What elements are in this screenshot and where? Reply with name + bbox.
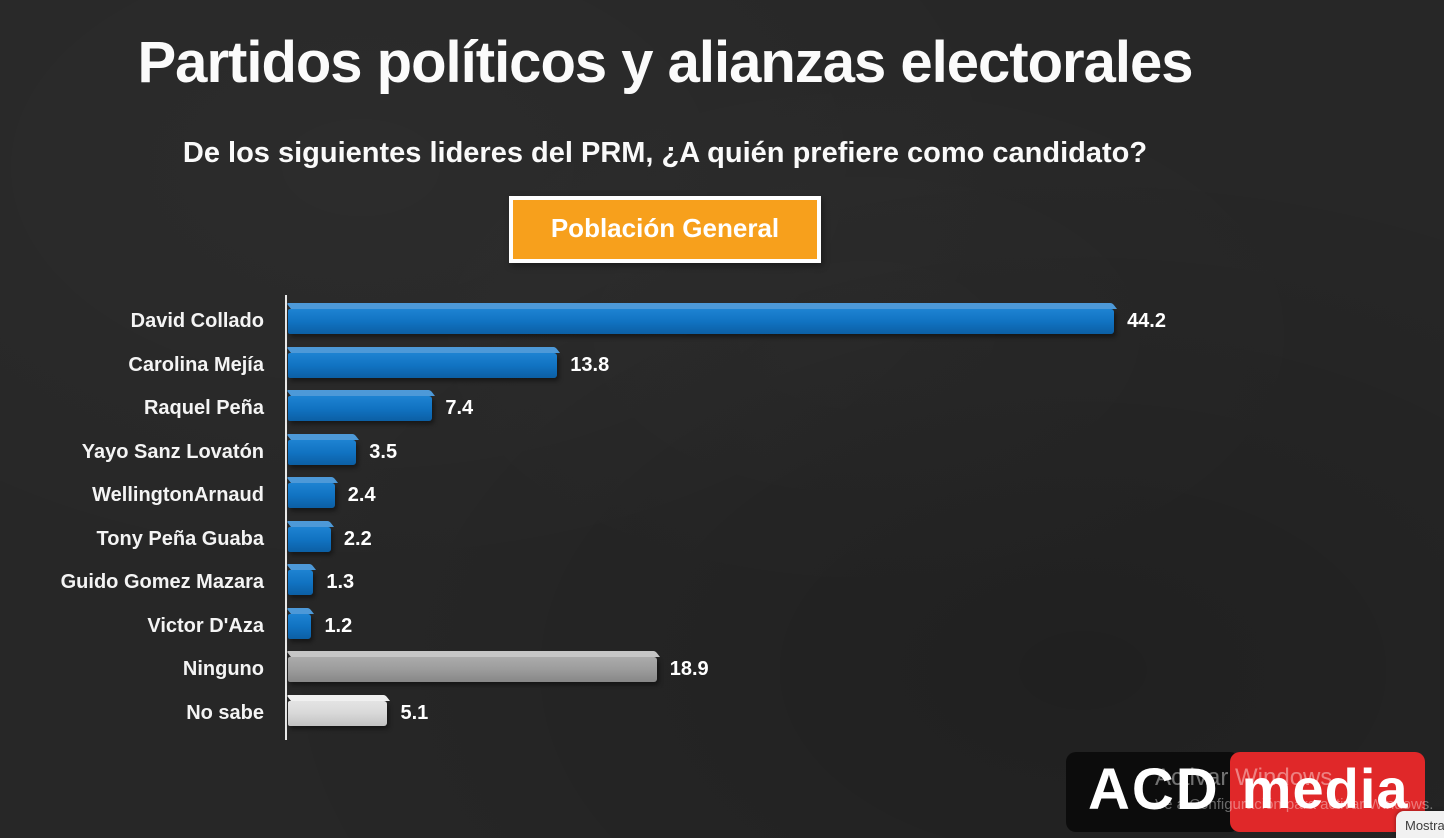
acd-media-logo: ACD media bbox=[1066, 752, 1425, 832]
page-title: Partidos políticos y alianzas electorale… bbox=[137, 30, 1194, 95]
poblacion-general-button[interactable]: Población General bbox=[508, 195, 822, 263]
bar bbox=[288, 570, 314, 596]
chart-row: No sabe 5.1 bbox=[31, 692, 1231, 736]
bar bbox=[288, 613, 312, 639]
logo-acd-block: ACD bbox=[1066, 752, 1240, 832]
bar bbox=[288, 439, 357, 465]
chart-row: WellingtonArnaud 2.4 bbox=[31, 474, 1231, 518]
chart-row: Victor D'Aza 1.2 bbox=[31, 605, 1231, 649]
bar bbox=[288, 700, 388, 726]
value-label: 7.4 bbox=[445, 397, 474, 420]
show-desktop-tooltip: Mostra bbox=[1396, 811, 1444, 838]
value-label: 2.2 bbox=[343, 527, 372, 550]
bar-track: 13.8 bbox=[288, 344, 1166, 388]
chart-row: Carolina Mejía 13.8 bbox=[31, 344, 1231, 388]
bar bbox=[288, 526, 331, 552]
value-label: 18.9 bbox=[669, 658, 709, 681]
chart-row: Guido Gomez Mazara 1.3 bbox=[31, 561, 1231, 605]
category-label: Ninguno bbox=[182, 658, 264, 681]
category-label: Yayo Sanz Lovatón bbox=[81, 440, 264, 463]
chart-row: Tony Peña Guaba 2.2 bbox=[31, 518, 1231, 562]
bar-track: 2.4 bbox=[288, 474, 1166, 518]
y-axis-line bbox=[285, 295, 287, 740]
chart-row: David Collado 44.2 bbox=[31, 300, 1231, 344]
chart-row: Ninguno 18.9 bbox=[31, 648, 1231, 692]
bar bbox=[288, 309, 1115, 335]
category-label: No sabe bbox=[186, 701, 264, 724]
bar-chart: David Collado 44.2 Carolina Mejía 13.8 R… bbox=[31, 295, 1231, 740]
bar-track: 1.2 bbox=[288, 605, 1166, 649]
chart-question-subtitle: De los siguientes lideres del PRM, ¿A qu… bbox=[182, 136, 1148, 169]
bar-track: 2.2 bbox=[288, 518, 1166, 562]
slide-content: Partidos políticos y alianzas electorale… bbox=[0, 0, 1330, 263]
value-label: 1.2 bbox=[324, 614, 353, 637]
category-label: Victor D'Aza bbox=[147, 614, 264, 637]
value-label: 5.1 bbox=[400, 701, 429, 724]
bar-track: 7.4 bbox=[288, 387, 1166, 431]
category-label: Guido Gomez Mazara bbox=[60, 571, 264, 594]
chart-row: Yayo Sanz Lovatón 3.5 bbox=[31, 431, 1231, 475]
bar bbox=[288, 657, 657, 683]
category-label: Raquel Peña bbox=[143, 397, 264, 420]
value-label: 44.2 bbox=[1127, 310, 1166, 333]
bar bbox=[288, 483, 335, 509]
category-label: WellingtonArnaud bbox=[92, 484, 264, 507]
value-label: 2.4 bbox=[347, 484, 376, 507]
category-label: David Collado bbox=[130, 310, 264, 333]
value-label: 1.3 bbox=[326, 571, 355, 594]
bar-track: 44.2 bbox=[288, 300, 1166, 344]
logo-media-block: media bbox=[1229, 752, 1425, 832]
chart-row: Raquel Peña 7.4 bbox=[31, 387, 1231, 431]
bar-track: 5.1 bbox=[288, 692, 1166, 736]
bar bbox=[288, 352, 558, 378]
bar-track: 18.9 bbox=[288, 648, 1166, 692]
bar-track: 1.3 bbox=[288, 561, 1166, 605]
bar-track: 3.5 bbox=[288, 431, 1166, 475]
value-label: 3.5 bbox=[369, 440, 398, 463]
category-label: Tony Peña Guaba bbox=[96, 527, 264, 550]
category-label: Carolina Mejía bbox=[128, 353, 264, 376]
value-label: 13.8 bbox=[570, 353, 610, 376]
bar bbox=[288, 396, 433, 422]
